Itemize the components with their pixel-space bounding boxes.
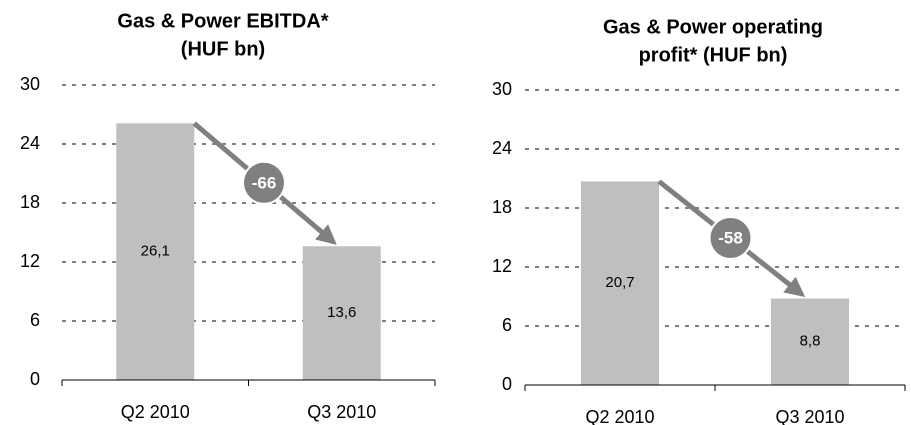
y-tick-label: 18 [492, 197, 512, 217]
value-label: 20,7 [605, 274, 634, 291]
y-tick-label: 24 [20, 133, 40, 153]
annotation-badge [708, 215, 753, 260]
y-tick-label: 0 [30, 369, 40, 389]
bar [771, 298, 849, 385]
annotation: -66 [252, 173, 277, 192]
chart-title: Gas & Power EBITDA* [117, 10, 328, 32]
y-tick-label: 30 [492, 79, 512, 99]
y-tick-label: 12 [492, 256, 512, 276]
y-tick-label: 6 [30, 310, 40, 330]
y-tick-label: 18 [20, 192, 40, 212]
x-tick-label: Q2 2010 [585, 407, 654, 425]
y-tick-label: 24 [492, 138, 512, 158]
annotation: -58 [718, 228, 743, 247]
bar [116, 123, 195, 380]
annotation-badge [242, 160, 286, 205]
x-tick-label: Q3 2010 [775, 407, 844, 425]
x-tick-label: Q3 2010 [307, 402, 376, 422]
bar [302, 246, 381, 380]
y-tick-label: 12 [20, 251, 40, 271]
y-tick-label: 6 [502, 315, 512, 335]
y-tick-label: 0 [502, 374, 512, 394]
y-tick-label: 30 [20, 74, 40, 94]
value-label: 26,1 [141, 243, 170, 260]
chart-title: profit* (HUF bn) [639, 44, 788, 66]
bar [581, 181, 659, 385]
value-label: 13,6 [327, 304, 356, 321]
x-tick-label: Q2 2010 [121, 402, 190, 422]
chart-title: (HUF bn) [181, 38, 265, 60]
chart-title: Gas & Power operating [603, 16, 823, 38]
value-label: 8,8 [800, 333, 821, 350]
